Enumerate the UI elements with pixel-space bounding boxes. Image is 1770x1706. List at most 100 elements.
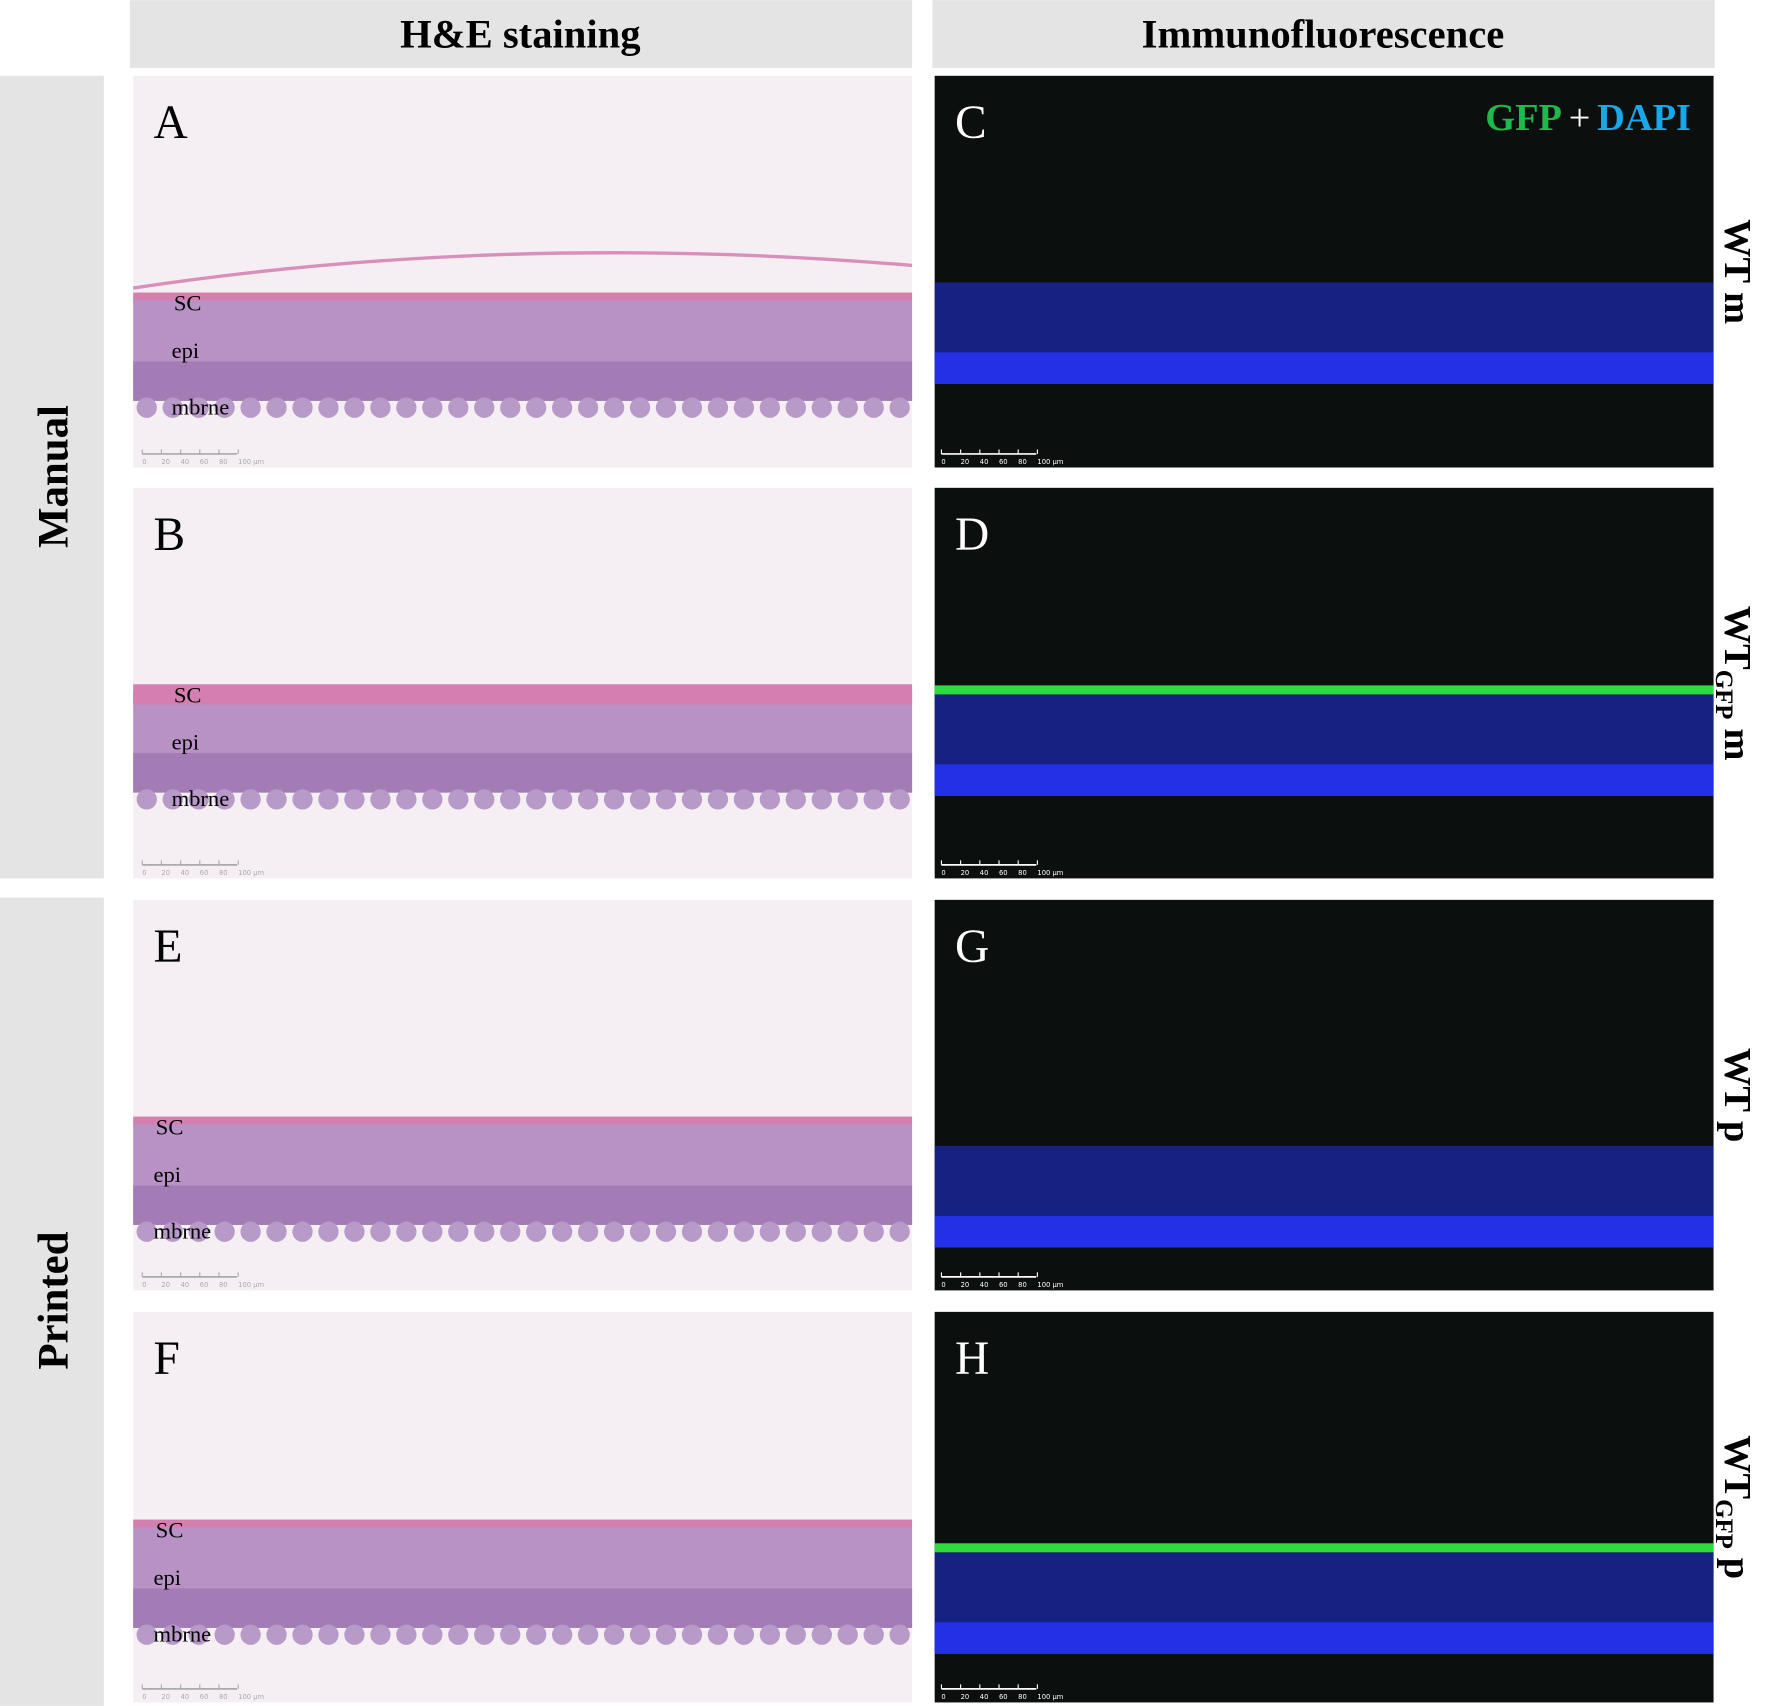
scale-label: 40 — [181, 869, 190, 877]
membrane-bead — [811, 1221, 832, 1242]
membrane-bead — [863, 397, 884, 418]
scale-label: 80 — [1018, 458, 1027, 466]
membrane-bead — [629, 789, 651, 810]
membrane-bead — [188, 789, 209, 810]
membrane-bead — [240, 1624, 261, 1645]
scale-label: 20 — [161, 1693, 170, 1701]
scale-label: 100 µm — [1037, 869, 1063, 877]
header-bar — [932, 0, 1715, 68]
panel-letter: E — [154, 921, 183, 973]
tissue-label: SC — [174, 291, 202, 316]
scale-label: 100 µm — [238, 869, 264, 877]
membrane-bead — [733, 1221, 755, 1242]
legend-dapi: DAPI — [1597, 97, 1691, 139]
membrane-bead — [526, 789, 547, 810]
membrane-bead — [603, 1221, 625, 1242]
panel-letter: D — [955, 509, 989, 561]
sample-name: WT — [1716, 606, 1758, 670]
membrane-bead — [448, 789, 469, 810]
panel-letter: G — [955, 921, 989, 973]
scale-label: 100 µm — [238, 1693, 264, 1701]
membrane-bead — [292, 1624, 313, 1645]
scale-label: 60 — [999, 869, 1008, 877]
membrane-bead — [577, 789, 599, 810]
membrane-bead — [577, 397, 599, 418]
membrane-bead — [629, 1624, 651, 1645]
membrane-bead — [707, 789, 729, 810]
scale-label: 60 — [200, 1281, 209, 1289]
membrane-bead — [136, 789, 157, 810]
legend-gfp: GFP — [1485, 97, 1562, 139]
membrane-bead — [811, 397, 832, 418]
membrane-bead — [136, 397, 157, 418]
panel-letter: C — [955, 97, 987, 149]
membrane-bead — [681, 397, 703, 418]
membrane-bead — [162, 397, 183, 418]
sample-suffix: p — [1716, 1121, 1758, 1142]
membrane-bead — [655, 397, 677, 418]
he-image — [133, 487, 913, 879]
sample-name: WT — [1716, 1435, 1758, 1499]
membrane-bead — [707, 1221, 729, 1242]
he-image — [133, 899, 913, 1291]
membrane-bead — [162, 1624, 183, 1645]
membrane-bead — [292, 397, 313, 418]
membrane-bead — [162, 1221, 183, 1242]
tissue-label: SC — [156, 1115, 184, 1140]
column-header: H&E staining — [400, 12, 640, 57]
membrane-bead — [474, 789, 495, 810]
sample-name: WT — [1716, 219, 1758, 283]
tissue-label: SC — [156, 1518, 184, 1543]
membrane-bead — [759, 397, 781, 418]
membrane-bead — [785, 397, 806, 418]
membrane-bead — [370, 1221, 391, 1242]
membrane-bead — [136, 1624, 157, 1645]
scale-label: 60 — [999, 1281, 1008, 1289]
membrane-bead — [863, 1221, 884, 1242]
membrane-bead — [863, 789, 884, 810]
membrane-bead — [603, 397, 625, 418]
membrane-bead — [240, 789, 261, 810]
membrane-bead — [188, 397, 209, 418]
membrane-bead — [344, 397, 365, 418]
membrane-bead — [759, 1221, 781, 1242]
membrane-bead — [655, 1221, 677, 1242]
membrane-bead — [240, 1221, 261, 1242]
gfp-layer — [934, 685, 1714, 695]
membrane-bead — [577, 1624, 599, 1645]
scale-label: 0 — [941, 1281, 945, 1289]
he-image — [133, 1311, 913, 1703]
membrane-bead — [681, 1624, 703, 1645]
scale-label: 0 — [142, 458, 146, 466]
membrane-bead — [837, 1221, 858, 1242]
membrane-bead — [136, 1221, 157, 1242]
scale-label: 20 — [161, 1281, 170, 1289]
column-header: Immunofluorescence — [1142, 12, 1505, 57]
membrane-bead — [474, 397, 495, 418]
panel-letter: F — [154, 1333, 180, 1385]
membrane-bead — [292, 1221, 313, 1242]
scale-label: 20 — [961, 458, 970, 466]
membrane-bead — [759, 789, 781, 810]
sample-suffix: m — [1716, 728, 1758, 760]
membrane-bead — [370, 397, 391, 418]
membrane-bead — [603, 1624, 625, 1645]
membrane-bead — [785, 789, 806, 810]
scale-label: 40 — [980, 869, 989, 877]
sample-label: WT p — [1716, 1048, 1758, 1142]
stratum-corneum — [133, 1116, 913, 1125]
scale-label: 20 — [961, 1281, 970, 1289]
membrane-bead — [837, 789, 858, 810]
membrane-bead — [266, 789, 287, 810]
if-image — [934, 487, 1714, 879]
membrane-bead — [422, 397, 443, 418]
membrane-bead — [500, 1221, 521, 1242]
legend-plus: + — [1569, 97, 1591, 139]
stratum-corneum — [133, 684, 913, 705]
scale-label: 20 — [161, 458, 170, 466]
tissue-label: epi — [172, 338, 200, 363]
membrane-bead — [526, 1221, 547, 1242]
scale-label: 60 — [200, 869, 209, 877]
membrane-bead — [318, 1221, 339, 1242]
sample-name: WT — [1716, 1048, 1758, 1112]
